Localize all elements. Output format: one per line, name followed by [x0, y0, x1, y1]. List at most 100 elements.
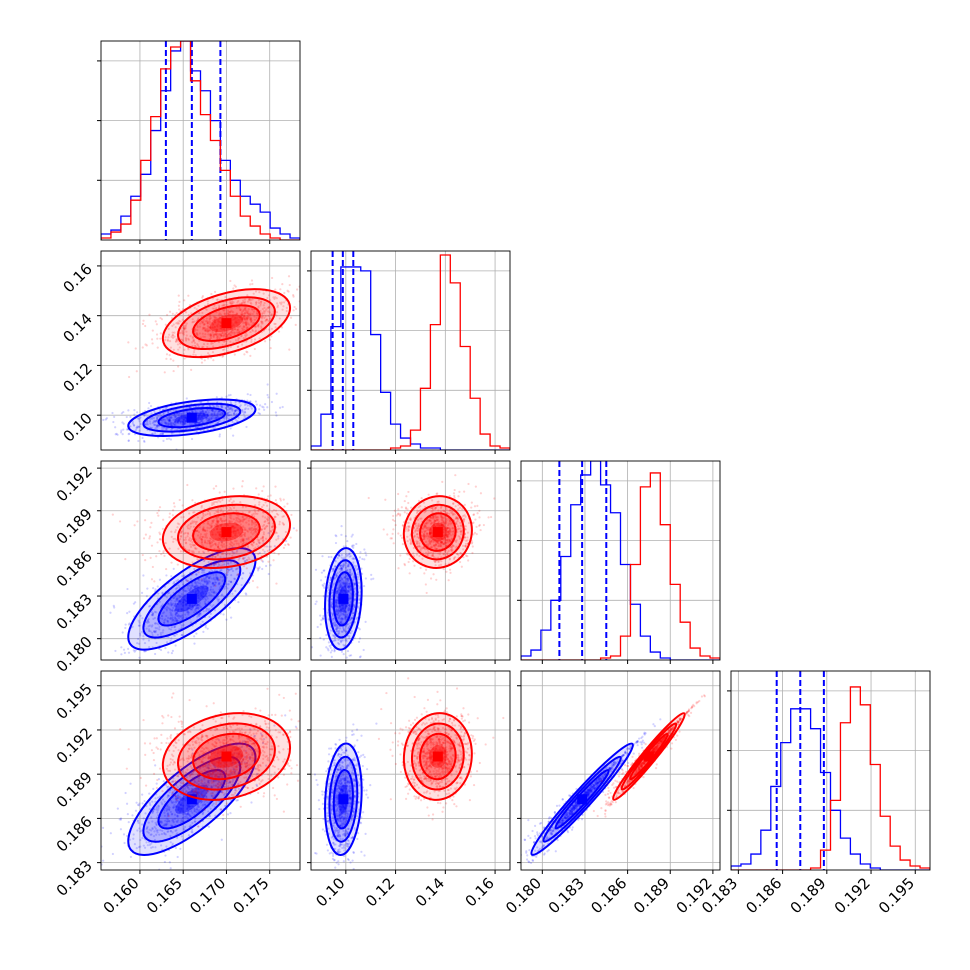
scatter-point: [184, 417, 187, 420]
scatter-point: [194, 328, 197, 332]
scatter-point: [225, 334, 229, 337]
scatter-point: [177, 578, 180, 582]
scatter-point: [234, 320, 237, 323]
scatter-point: [181, 504, 184, 507]
scatter-point: [241, 319, 244, 322]
scatter-point: [231, 569, 235, 573]
scatter-point: [214, 581, 218, 584]
scatter-point: [221, 348, 225, 352]
scatter-point: [233, 316, 236, 319]
scatter-point: [151, 612, 155, 615]
scatter-point: [197, 586, 200, 589]
scatter-point: [155, 333, 159, 336]
scatter-point: [158, 625, 161, 628]
scatter-point: [122, 428, 125, 431]
scatter-point: [261, 315, 265, 318]
scatter-point: [206, 322, 210, 325]
scatter-point: [350, 535, 353, 538]
scatter-point: [246, 311, 249, 314]
scatter-point: [238, 330, 241, 333]
scatter-point: [186, 610, 189, 613]
scatter-point: [217, 600, 220, 603]
scatter-point: [161, 433, 165, 436]
scatter-point: [165, 567, 168, 571]
scatter-point: [196, 344, 200, 347]
scatter-point: [181, 412, 184, 416]
scatter-point: [229, 327, 232, 331]
scatter-point: [256, 314, 259, 317]
scatter-point: [267, 319, 270, 322]
scatter-point: [226, 571, 229, 575]
scatter-point: [269, 346, 272, 350]
scatter-point: [196, 421, 199, 424]
scatter-point: [262, 485, 265, 488]
scatter-point: [263, 312, 266, 315]
scatter-point: [356, 663, 358, 665]
scatter-point: [292, 295, 295, 298]
scatter-point: [212, 333, 216, 337]
scatter-point: [232, 434, 235, 437]
scatter-point: [211, 409, 214, 412]
scatter-point: [157, 415, 161, 418]
scatter-point: [197, 422, 201, 425]
scatter-point: [162, 418, 165, 421]
scatter-point: [273, 322, 276, 325]
scatter-point: [288, 348, 291, 351]
scatter-point: [173, 625, 176, 629]
scatter-point: [244, 334, 247, 337]
scatter-point: [148, 401, 151, 405]
scatter-point: [164, 338, 167, 342]
scatter-point: [161, 592, 164, 595]
scatter-point: [222, 304, 225, 307]
scatter-point: [231, 550, 234, 554]
scatter-point: [168, 418, 171, 421]
scatter-point: [285, 539, 288, 543]
scatter-point: [260, 327, 263, 330]
scatter-point: [161, 615, 164, 618]
scatter-point: [176, 421, 179, 424]
scatter-point: [207, 419, 210, 422]
scatter-point: [214, 417, 217, 420]
scatter-point: [221, 593, 224, 596]
scatter-point: [161, 603, 164, 606]
scatter-point: [171, 616, 174, 619]
scatter-point: [306, 492, 308, 494]
scatter-point: [175, 605, 178, 608]
scatter-point: [245, 317, 248, 320]
scatter-point: [181, 424, 184, 427]
scatter-point: [191, 584, 194, 587]
scatter-point: [255, 316, 258, 320]
scatter-point: [224, 336, 228, 339]
scatter-point: [206, 415, 210, 418]
scatter-point: [156, 425, 159, 428]
scatter-point: [266, 393, 269, 397]
scatter-point: [198, 325, 202, 328]
scatter-point: [225, 553, 228, 556]
panel-1-0: 0.100.120.140.16: [59, 250, 301, 454]
scatter-point: [172, 582, 175, 585]
scatter-point: [195, 332, 198, 335]
scatter-point: [399, 554, 402, 557]
scatter-point: [359, 655, 362, 658]
scatter-point: [163, 418, 167, 422]
scatter-point: [181, 416, 184, 419]
scatter-point: [372, 577, 375, 580]
scatter-point: [202, 410, 205, 414]
scatter-point: [167, 410, 170, 413]
scatter-point: [210, 417, 213, 420]
scatter-point: [200, 585, 203, 588]
scatter-point: [336, 497, 338, 499]
scatter-point: [198, 422, 201, 425]
scatter-point: [231, 592, 234, 595]
scatter-point: [121, 631, 124, 634]
scatter-point: [155, 611, 158, 614]
scatter-point: [232, 287, 235, 290]
scatter-point: [231, 303, 234, 306]
scatter-point: [165, 641, 169, 644]
scatter-point: [192, 338, 195, 341]
scatter-point: [234, 409, 237, 412]
scatter-point: [174, 644, 177, 647]
scatter-point: [201, 586, 204, 589]
scatter-point: [196, 416, 199, 420]
scatter-point: [174, 608, 178, 611]
